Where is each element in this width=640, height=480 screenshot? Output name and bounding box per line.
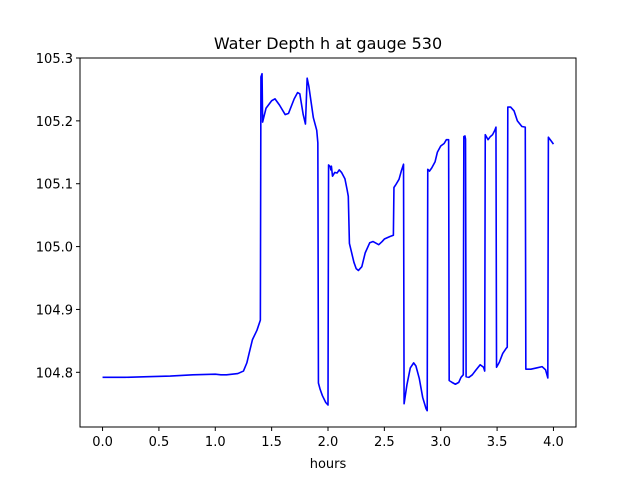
x-axis: 0.0 0.5 1.0 1.5 2.0 2.5 3.0 3.5 4.0	[92, 427, 564, 450]
water-depth-line	[102, 72, 555, 412]
chart-title: Water Depth h at gauge 530	[214, 34, 442, 53]
y-axis: 104.8 104.9 105.0 105.1 105.2 105.3	[36, 52, 80, 381]
x-tick-label: 2.0	[318, 435, 339, 450]
x-tick-label: 0.5	[149, 435, 170, 450]
y-tick-label: 104.8	[36, 366, 73, 381]
y-tick-label: 104.9	[36, 303, 73, 318]
y-tick-label: 105.0	[36, 241, 73, 256]
y-tick-label: 105.3	[36, 52, 73, 67]
series-layer	[102, 72, 555, 412]
x-tick-label: 0.0	[92, 435, 113, 450]
x-tick-label: 3.5	[487, 435, 508, 450]
x-tick-label: 2.5	[374, 435, 395, 450]
y-tick-label: 105.1	[36, 178, 73, 193]
y-tick-label: 105.2	[36, 115, 73, 130]
x-tick-label: 1.0	[205, 435, 226, 450]
x-axis-label: hours	[310, 457, 347, 472]
x-tick-label: 1.5	[261, 435, 282, 450]
x-tick-label: 3.0	[430, 435, 451, 450]
x-tick-label: 4.0	[543, 435, 564, 450]
